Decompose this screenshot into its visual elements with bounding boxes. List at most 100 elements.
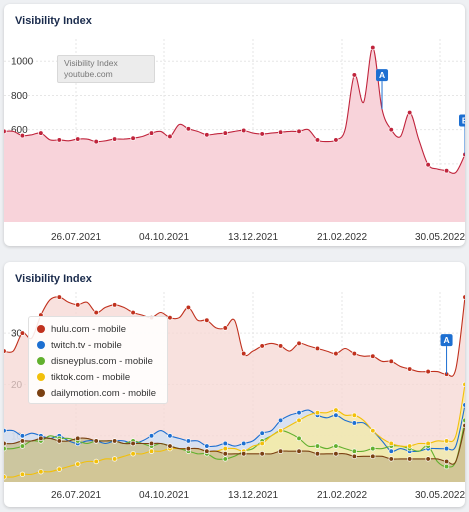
data-point[interactable]: [443, 445, 450, 452]
data-point[interactable]: [259, 131, 265, 137]
data-point[interactable]: [56, 438, 62, 444]
data-point[interactable]: [351, 72, 358, 78]
visibility-chart-youtube[interactable]: 200400600800100026.07.202104.10.202113.1…: [4, 4, 465, 246]
data-point[interactable]: [204, 448, 210, 454]
data-point[interactable]: [19, 443, 26, 449]
data-point[interactable]: [296, 410, 302, 416]
data-point[interactable]: [222, 440, 228, 447]
data-point[interactable]: [167, 133, 173, 140]
data-point[interactable]: [75, 461, 81, 467]
data-point[interactable]: [19, 433, 26, 439]
data-point[interactable]: [462, 381, 465, 388]
data-point[interactable]: [56, 294, 62, 300]
data-point[interactable]: [333, 407, 339, 413]
data-point[interactable]: [148, 448, 155, 454]
data-point[interactable]: [388, 126, 394, 133]
data-point[interactable]: [277, 427, 284, 434]
legend-item[interactable]: twitch.tv - mobile: [37, 337, 167, 353]
data-point[interactable]: [333, 412, 339, 418]
data-point[interactable]: [56, 137, 62, 143]
data-point[interactable]: [296, 340, 302, 347]
data-point[interactable]: [111, 302, 118, 308]
data-point[interactable]: [407, 366, 413, 372]
data-point[interactable]: [93, 309, 99, 316]
data-point[interactable]: [38, 435, 44, 442]
data-point[interactable]: [443, 463, 450, 470]
data-point[interactable]: [93, 138, 99, 145]
data-point[interactable]: [19, 330, 26, 336]
data-point[interactable]: [111, 456, 118, 462]
data-point[interactable]: [93, 438, 99, 444]
data-point[interactable]: [314, 443, 321, 449]
data-point[interactable]: [130, 440, 136, 447]
data-point[interactable]: [407, 443, 413, 449]
data-point[interactable]: [111, 438, 118, 444]
data-point[interactable]: [38, 130, 44, 136]
data-point[interactable]: [462, 417, 465, 424]
data-point[interactable]: [314, 345, 321, 352]
data-point[interactable]: [388, 440, 394, 447]
data-point[interactable]: [277, 343, 284, 349]
data-point[interactable]: [443, 438, 450, 444]
data-point[interactable]: [370, 453, 376, 459]
data-point[interactable]: [4, 128, 7, 135]
data-point[interactable]: [351, 453, 358, 459]
data-point[interactable]: [4, 427, 7, 434]
data-point[interactable]: [222, 456, 228, 462]
data-point[interactable]: [259, 440, 265, 447]
data-point[interactable]: [130, 135, 136, 141]
data-point[interactable]: [204, 317, 210, 323]
data-point[interactable]: [167, 315, 173, 321]
event-marker-b[interactable]: [459, 114, 465, 127]
data-point[interactable]: [443, 458, 450, 465]
data-point[interactable]: [222, 451, 228, 457]
data-point[interactable]: [111, 136, 118, 142]
data-point[interactable]: [185, 438, 192, 444]
data-point[interactable]: [204, 132, 210, 138]
data-point[interactable]: [259, 343, 265, 349]
data-point[interactable]: [241, 350, 247, 357]
data-point[interactable]: [351, 448, 358, 454]
legend-item[interactable]: tiktok.com - mobile: [37, 369, 167, 385]
data-point[interactable]: [425, 162, 431, 168]
data-point[interactable]: [462, 294, 465, 300]
data-point[interactable]: [314, 410, 321, 416]
data-point[interactable]: [333, 451, 339, 457]
event-marker-a[interactable]: [440, 334, 453, 347]
data-point[interactable]: [388, 456, 394, 462]
data-point[interactable]: [4, 445, 7, 452]
data-point[interactable]: [462, 402, 465, 408]
data-point[interactable]: [38, 469, 44, 475]
data-point[interactable]: [185, 445, 192, 452]
data-point[interactable]: [4, 348, 7, 354]
data-point[interactable]: [333, 137, 339, 143]
data-point[interactable]: [56, 466, 62, 472]
data-point[interactable]: [259, 451, 265, 457]
data-point[interactable]: [185, 304, 192, 311]
data-point[interactable]: [388, 448, 394, 454]
data-point[interactable]: [370, 353, 376, 359]
data-point[interactable]: [407, 109, 413, 116]
data-point[interactable]: [241, 127, 247, 134]
data-point[interactable]: [75, 136, 81, 142]
data-point[interactable]: [241, 440, 247, 447]
data-point[interactable]: [148, 440, 155, 447]
data-point[interactable]: [351, 350, 358, 357]
data-point[interactable]: [75, 435, 81, 442]
data-point[interactable]: [370, 427, 376, 434]
data-point[interactable]: [333, 443, 339, 449]
data-point[interactable]: [277, 417, 284, 424]
data-point[interactable]: [204, 443, 210, 449]
data-point[interactable]: [296, 448, 302, 454]
data-point[interactable]: [167, 443, 173, 449]
data-point[interactable]: [333, 350, 339, 357]
data-point[interactable]: [462, 151, 465, 158]
data-point[interactable]: [167, 433, 173, 439]
data-point[interactable]: [19, 438, 26, 444]
data-point[interactable]: [351, 412, 358, 418]
data-point[interactable]: [148, 433, 155, 439]
data-point[interactable]: [222, 445, 228, 452]
data-point[interactable]: [296, 435, 302, 442]
data-point[interactable]: [425, 368, 431, 375]
data-point[interactable]: [130, 309, 136, 316]
